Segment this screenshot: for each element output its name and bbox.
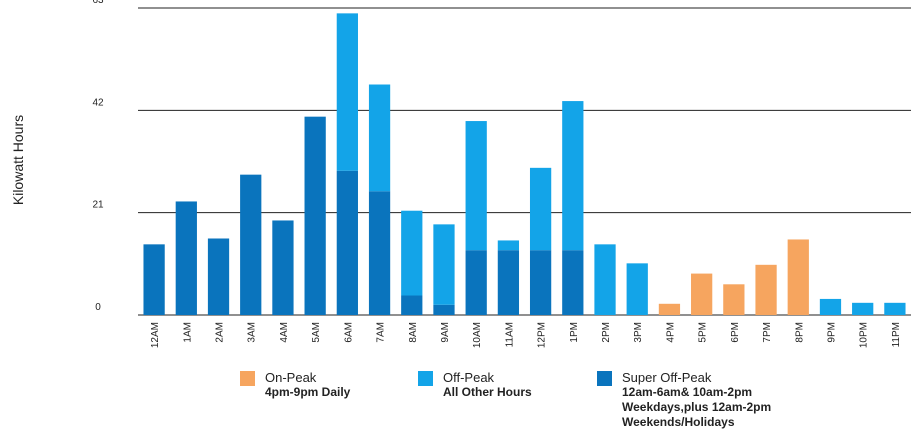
bar-12PM-super-off-peak (529, 250, 552, 315)
bar-1PM-super-off-peak (562, 250, 584, 315)
x-tick-label: 12PM (537, 322, 548, 348)
bar-2AM-super-off-peak (207, 238, 230, 315)
y-tick-label: 63 (92, 0, 104, 6)
x-tick-label: 11PM (891, 322, 902, 347)
bar-5PM-on-peak (691, 273, 713, 315)
x-tick-label: 6PM (730, 322, 741, 343)
legend-title-off-peak: Off-Peak (443, 370, 495, 385)
legend-desc-super-off-peak: 12am-6am& 10am-2pm Weekdays,plus 12am-2p… (622, 385, 772, 429)
x-tick-label: 1AM (182, 322, 193, 343)
bars (143, 13, 906, 316)
x-tick-label: 8AM (408, 322, 419, 343)
bar-8PM-on-peak (787, 239, 809, 315)
x-tick-label: 6AM (343, 322, 354, 343)
x-tick-label: 4AM (279, 322, 290, 343)
bar-3AM-super-off-peak (240, 174, 262, 315)
x-tick-label: 5PM (698, 322, 709, 343)
legend-title-on-peak: On-Peak (265, 370, 317, 385)
x-tick-label: 9PM (826, 322, 837, 343)
bar-11PM-off-peak (884, 302, 906, 315)
bar-8AM-off-peak (401, 210, 423, 296)
bar-7AM-super-off-peak (368, 191, 391, 315)
x-tick-label: 10AM (472, 322, 483, 348)
bar-12AM-super-off-peak (143, 244, 165, 315)
legend-swatch-super-off-peak (597, 371, 612, 386)
bar-10PM-off-peak (852, 302, 874, 315)
bar-5AM-super-off-peak (304, 116, 326, 316)
bar-12PM-off-peak (529, 167, 552, 251)
gridlines (138, 7, 911, 316)
x-tick-label: 2AM (215, 322, 226, 343)
y-tick-label: 21 (92, 200, 104, 211)
bar-11AM-super-off-peak (497, 250, 520, 315)
bar-10AM-super-off-peak (465, 250, 487, 315)
bar-6PM-on-peak (723, 284, 745, 315)
y-axis-label: Kilowatt Hours (8, 40, 28, 280)
x-tick-label: 4PM (665, 322, 676, 343)
legend-swatch-on-peak (240, 371, 255, 386)
tick-labels: 0 21 42 63 12AM 1AM 2AM 3AM 4AM 5AM 6AM 7AM 8AM 9AM 10… (92, 0, 901, 348)
bar-9PM-off-peak (819, 298, 842, 315)
bar-1AM-super-off-peak (175, 201, 197, 315)
x-tick-label: 7PM (762, 322, 773, 343)
bar-11AM-off-peak (497, 240, 520, 251)
x-tick-label: 10PM (859, 322, 870, 348)
bar-10AM-off-peak (465, 121, 487, 251)
bar-1PM-off-peak (562, 101, 584, 251)
x-tick-label: 7AM (376, 322, 387, 343)
legend-desc-on-peak: 4pm-9pm Daily (265, 385, 351, 399)
legend-desc-off-peak: All Other Hours (443, 385, 532, 399)
x-tick-label: 11AM (504, 322, 515, 347)
x-tick-label: 3PM (633, 322, 644, 343)
y-axis-label-text: Kilowatt Hours (10, 114, 27, 206)
bar-6AM-super-off-peak (336, 170, 358, 315)
legend-off-peak: Off-Peak All Other Hours (418, 370, 532, 400)
x-tick-label: 2PM (601, 322, 612, 343)
bar-9AM-super-off-peak (433, 304, 455, 315)
x-tick-label: 5AM (311, 322, 322, 343)
legend-super-off-peak: Super Off-Peak 12am-6am& 10am-2pm Weekda… (597, 370, 792, 430)
bar-8AM-super-off-peak (401, 295, 423, 315)
bar-4PM-on-peak (658, 303, 681, 315)
bar-3PM-off-peak (626, 263, 648, 315)
x-tick-label: 1PM (569, 322, 580, 343)
x-tick-label: 8PM (794, 322, 805, 343)
bar-9AM-off-peak (433, 224, 455, 305)
bar-6AM-off-peak (336, 13, 358, 171)
legend-on-peak: On-Peak 4pm-9pm Daily (240, 370, 350, 400)
x-tick-label: 3AM (247, 322, 258, 343)
y-tick-label: 0 (95, 302, 101, 313)
bar-7PM-on-peak (755, 264, 777, 315)
legend-title-super-off-peak: Super Off-Peak (622, 370, 712, 385)
bar-7AM-off-peak (368, 84, 391, 192)
x-tick-label: 9AM (440, 322, 451, 343)
legend-swatch-off-peak (418, 371, 433, 386)
bar-4AM-super-off-peak (272, 220, 294, 315)
y-tick-label: 42 (92, 97, 104, 108)
bar-2PM-off-peak (594, 244, 616, 315)
x-tick-label: 12AM (150, 322, 161, 348)
